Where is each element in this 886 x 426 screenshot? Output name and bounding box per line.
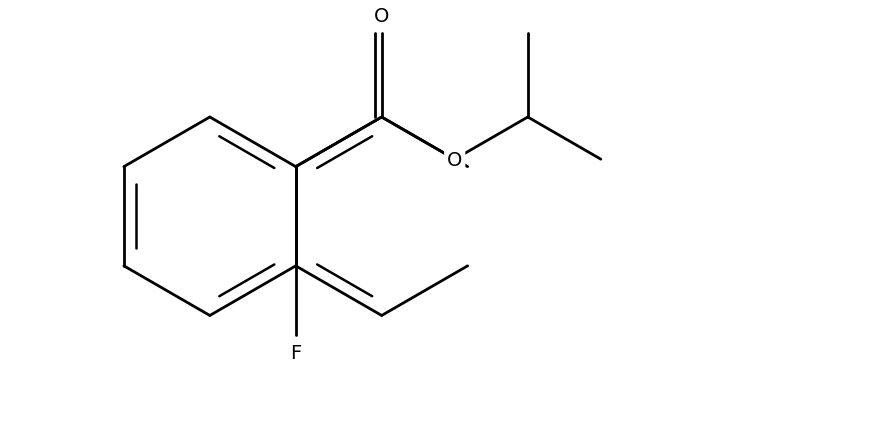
Text: O: O — [447, 150, 462, 169]
Text: O: O — [374, 7, 389, 26]
Text: F: F — [290, 343, 301, 363]
